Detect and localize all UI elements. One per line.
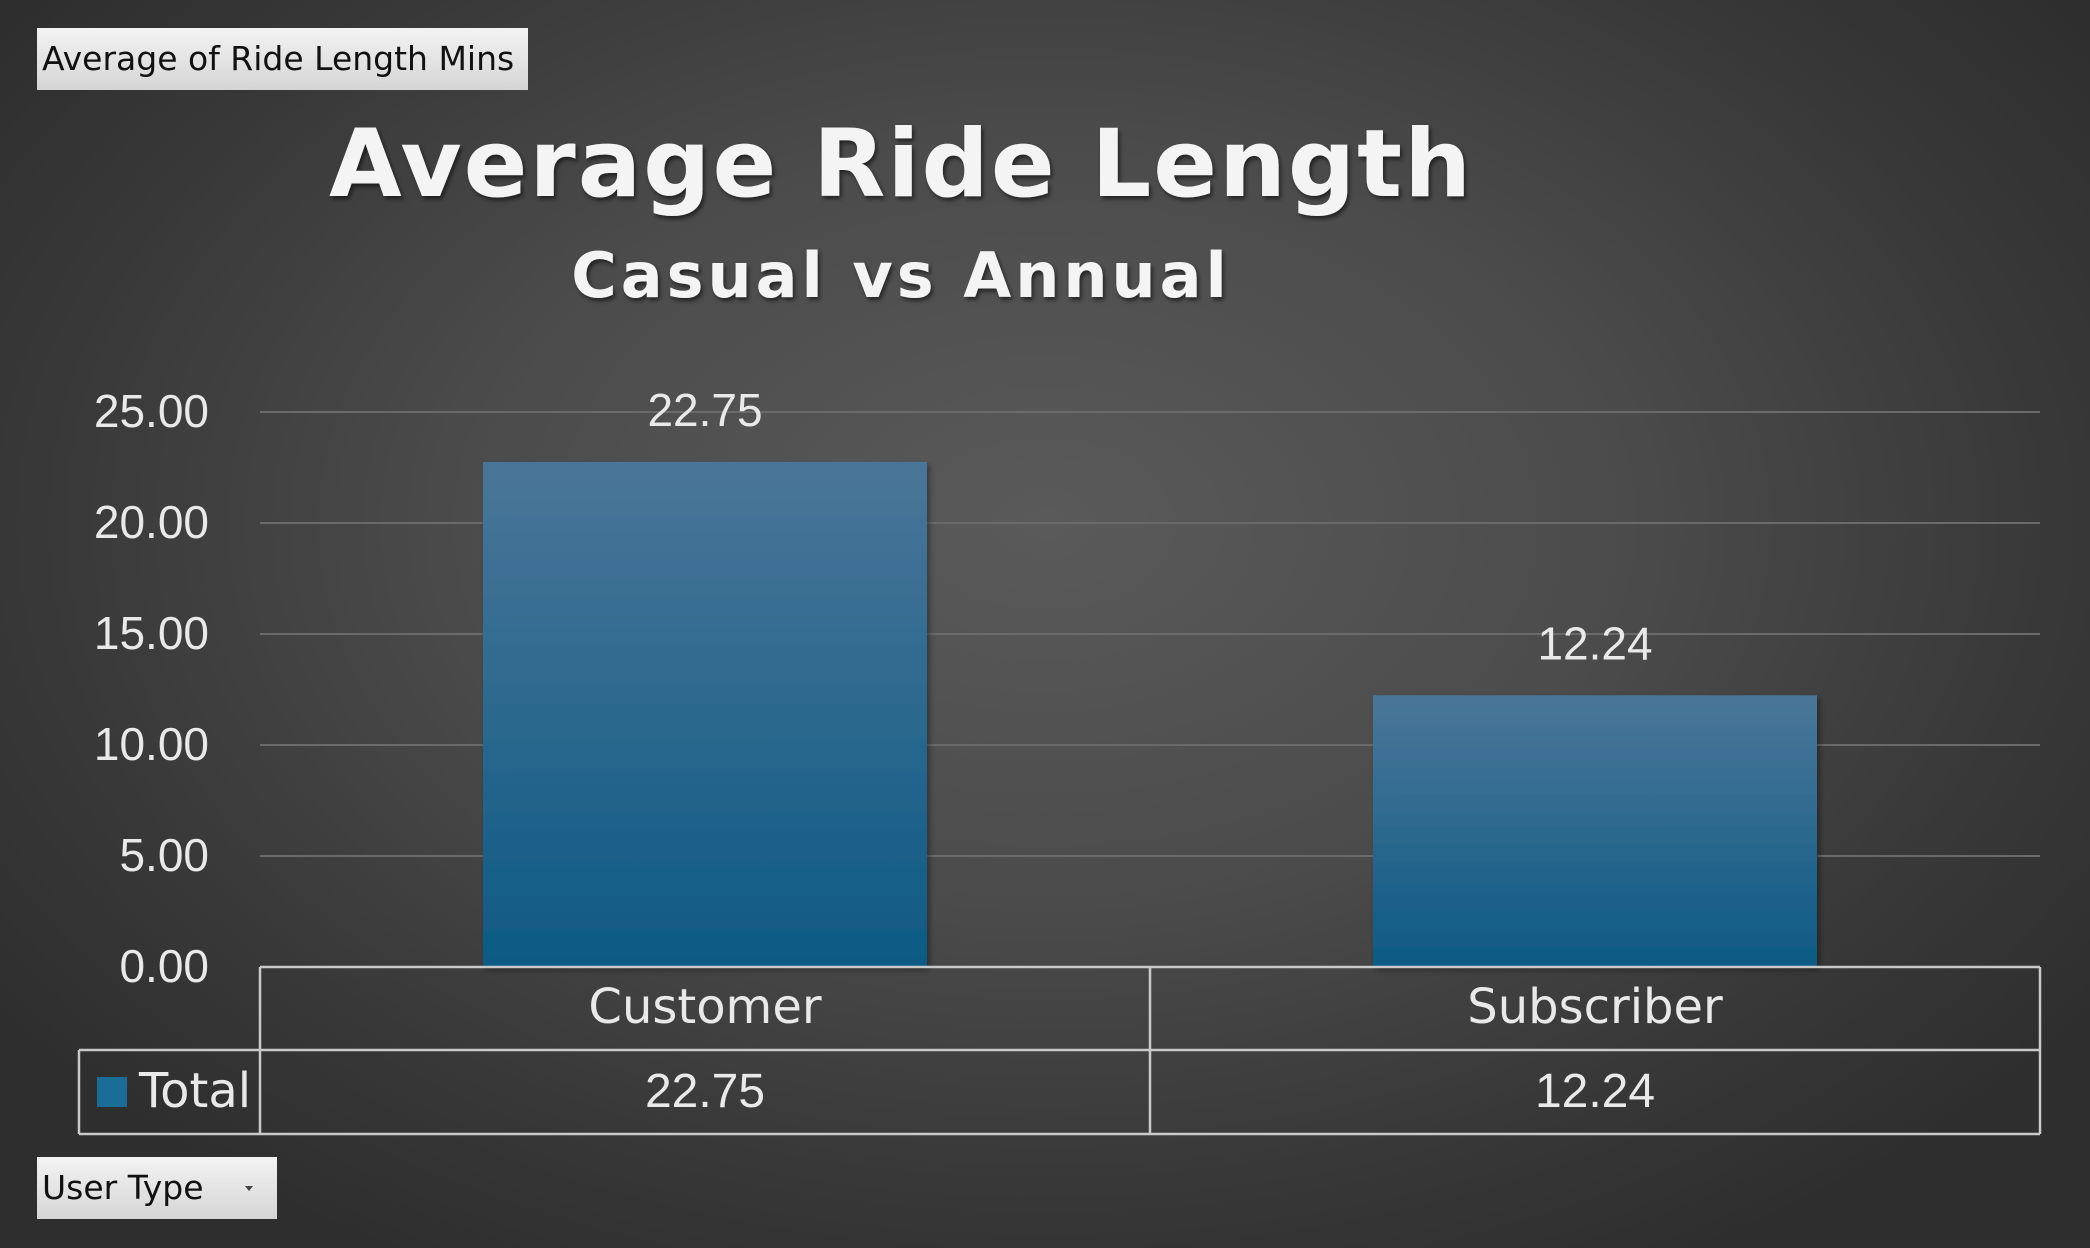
category-label-customer: Customer	[588, 979, 821, 1035]
axis-field-label: User Type	[42, 1168, 204, 1207]
y-tick-label: 20.00	[94, 496, 209, 548]
table-value: 12.24	[1535, 1065, 1655, 1118]
data-table: Customer 22.75 Subscriber 12.24 Total	[77, 965, 2042, 1136]
y-tick-label: 25.00	[94, 385, 209, 437]
chart-subtitle: Casual vs Annual	[571, 239, 1230, 312]
data-labels: 22.75 12.24	[647, 384, 1652, 669]
category-label-subscriber: Subscriber	[1467, 979, 1723, 1035]
dropdown-arrow-icon[interactable]	[245, 1186, 253, 1191]
bars	[483, 461, 1817, 967]
y-tick-label: 10.00	[94, 718, 209, 770]
data-label: 22.75	[647, 384, 762, 436]
y-axis-tick-labels: 0.00 5.00 10.00 15.00 20.00 25.00	[94, 385, 209, 992]
chart-title: Average Ride Length	[329, 110, 1473, 219]
y-tick-label: 0.00	[119, 940, 209, 992]
value-field-button[interactable]: Average of Ride Length Mins	[37, 28, 528, 90]
legend-label: Total	[138, 1063, 251, 1119]
y-tick-label: 5.00	[119, 829, 209, 881]
y-tick-label: 15.00	[94, 607, 209, 659]
value-field-label: Average of Ride Length Mins	[42, 39, 515, 78]
bar-subscriber	[1373, 695, 1817, 967]
data-label: 12.24	[1537, 617, 1652, 669]
legend-swatch	[97, 1077, 127, 1107]
axis-field-button[interactable]: User Type	[37, 1157, 277, 1219]
bar-customer	[483, 461, 927, 967]
table-value: 22.75	[645, 1065, 765, 1118]
